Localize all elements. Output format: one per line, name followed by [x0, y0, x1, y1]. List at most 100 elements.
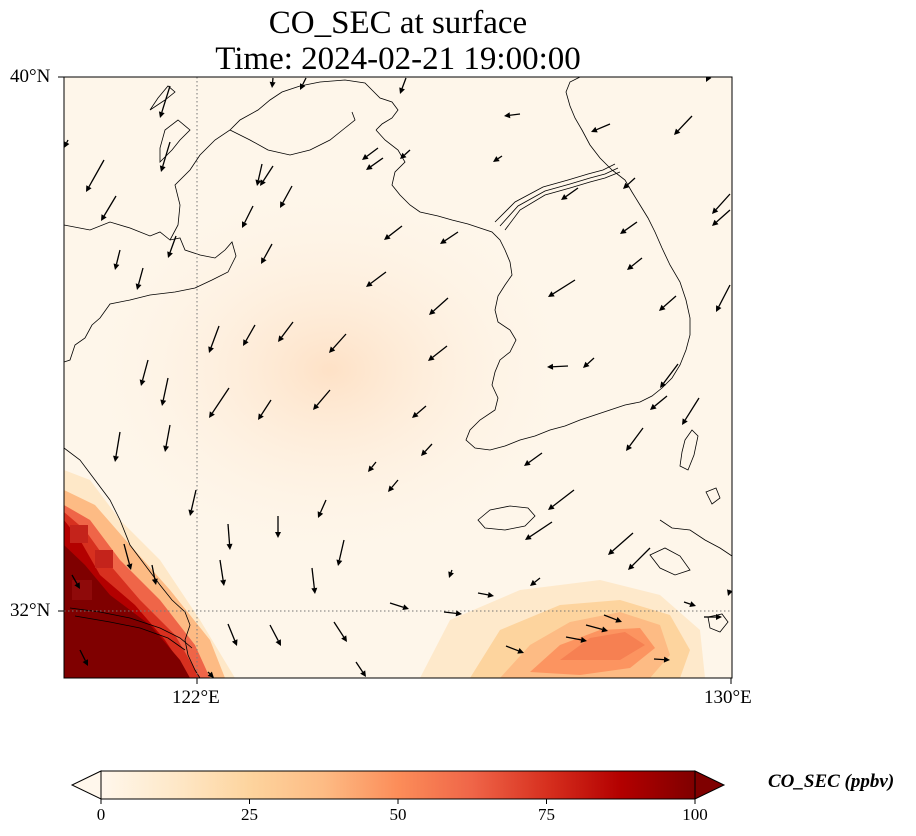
wind-arrow	[388, 479, 399, 492]
gridlines	[64, 77, 732, 678]
wind-arrow	[400, 149, 411, 159]
wind-arrow	[727, 589, 732, 596]
wind-arrow	[209, 387, 230, 418]
wind-arrow	[366, 157, 384, 170]
wind-arrow	[278, 321, 294, 342]
wind-arrow	[674, 115, 693, 135]
coastlines	[64, 77, 732, 678]
wind-arrow	[226, 523, 233, 550]
lat-tick-32n: 32°N	[10, 600, 51, 621]
wind-arrow	[683, 601, 696, 607]
wind-arrow	[123, 543, 133, 570]
wind-arrow	[384, 225, 403, 240]
colorbar-tick-50: 50	[389, 805, 407, 824]
wind-arrow	[113, 431, 121, 462]
wind-arrow	[561, 187, 579, 200]
wind-arrow	[440, 231, 459, 244]
wind-arrow	[712, 193, 731, 214]
wind-arrow	[399, 77, 407, 94]
wind-arrow	[227, 623, 238, 646]
wind-arrow	[585, 624, 608, 633]
wind-arrow	[565, 636, 587, 643]
wind-arrow	[71, 574, 80, 589]
wind-arrow	[443, 610, 462, 617]
wind-arrow	[530, 577, 541, 586]
plume-yangtze-delta	[64, 470, 235, 678]
wind-arrow	[682, 397, 700, 425]
wind-arrow	[79, 649, 88, 666]
plume-east-china-sea	[420, 580, 705, 678]
lon-tick-122e: 122°E	[172, 687, 220, 708]
wind-arrow	[428, 345, 448, 361]
wind-arrow	[355, 661, 366, 677]
lat-tick-40n: 40°N	[10, 66, 51, 87]
wind-arrow	[704, 614, 722, 620]
wind-arrow	[317, 499, 327, 518]
wind-arrow	[208, 325, 220, 353]
colorbar-label: CO_SEC (ppbv)	[768, 771, 895, 792]
map-time: Time: 2024-02-21 19:00:00	[215, 41, 581, 77]
wind-arrow	[255, 163, 263, 186]
wind-arrow	[712, 209, 731, 226]
wind-arrow	[159, 141, 171, 172]
wind-arrow	[160, 377, 169, 406]
axis-ticks	[58, 76, 732, 684]
wind-arrow	[626, 427, 644, 451]
wind-arrow	[260, 165, 274, 186]
wind-arrow	[505, 645, 524, 654]
colorbar-tick-75: 75	[538, 805, 555, 824]
wind-arrow	[525, 521, 553, 540]
wind-arrow	[101, 195, 117, 221]
wind-arrow	[329, 333, 347, 353]
wind-arrow	[362, 147, 379, 160]
wind-arrow	[64, 139, 70, 148]
wind-arrow	[135, 267, 144, 290]
wind-arrow	[113, 249, 121, 270]
colorbar-tick-0: 0	[96, 805, 106, 824]
wind-arrow	[167, 235, 177, 258]
wind-arrow	[368, 461, 377, 472]
wind-arrow	[207, 671, 214, 678]
wind-arrow	[627, 257, 643, 270]
wind-arrow	[620, 221, 638, 234]
wind-arrow	[219, 559, 227, 586]
wind-arrow	[269, 77, 276, 88]
wind-arrow	[313, 389, 331, 410]
wind-arrow	[493, 155, 503, 162]
wind-arrow	[628, 547, 651, 570]
wind-arrow	[275, 516, 281, 538]
wind-arrow	[608, 532, 634, 555]
map-title: CO_SEC at surface	[268, 5, 528, 41]
wind-arrow	[243, 324, 256, 346]
wind-arrow	[158, 85, 171, 118]
wind-arrow	[623, 177, 636, 189]
wind-arrow	[548, 279, 576, 297]
colorbar	[70, 770, 726, 804]
wind-vectors	[64, 77, 732, 678]
wind-arrow	[660, 363, 679, 388]
wind-arrow	[421, 443, 433, 456]
wind-arrow	[151, 564, 158, 585]
wind-arrow	[448, 569, 454, 578]
wind-arrow	[716, 284, 731, 312]
wind-arrow	[653, 656, 670, 663]
wind-arrow	[366, 271, 387, 287]
wind-arrow	[258, 399, 272, 420]
wind-arrow	[389, 602, 409, 611]
wind-arrow	[280, 185, 293, 208]
wind-arrow	[86, 159, 105, 192]
colorbar-tick-25: 25	[241, 805, 258, 824]
wind-arrow	[311, 567, 318, 594]
wind-arrow	[548, 489, 575, 510]
wind-arrow	[242, 205, 254, 228]
wind-arrow	[659, 295, 677, 311]
wind-arrow	[139, 359, 149, 386]
wind-arrow	[163, 424, 171, 452]
map-frame	[63, 76, 733, 679]
wind-arrow	[603, 614, 622, 623]
wind-arrow	[583, 357, 595, 368]
wind-arrow	[412, 405, 427, 418]
colorbar-tick-100: 100	[682, 805, 708, 824]
wind-arrow	[591, 123, 611, 133]
